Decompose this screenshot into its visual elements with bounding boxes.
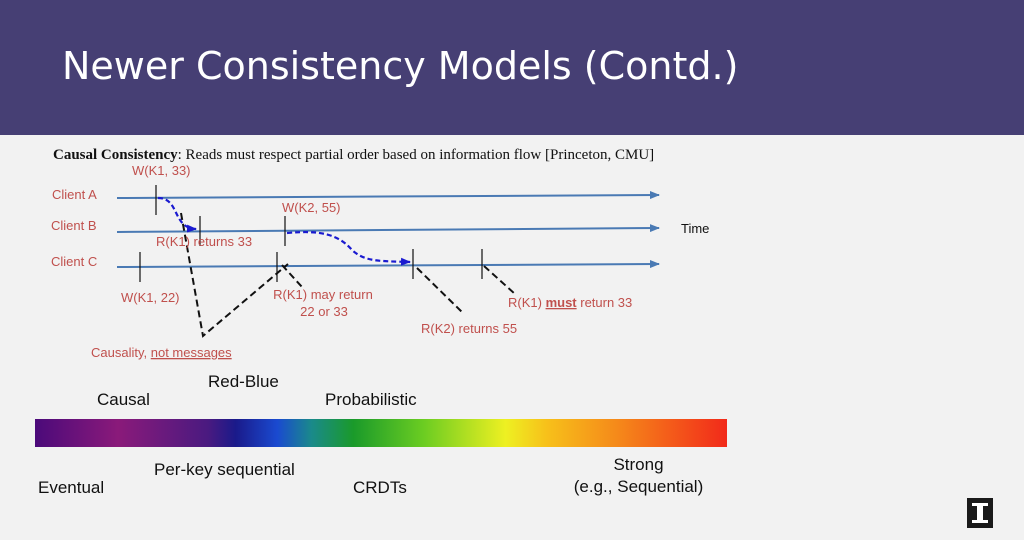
label-w-k1-33: W(K1, 33) [132,163,191,178]
must-bold: must [546,295,578,310]
timeline-client-a [116,191,660,200]
pointer-r-k1-may [281,264,303,288]
label-red-blue: Red-Blue [208,372,279,391]
causality-pointer [180,212,289,338]
pointer-r-k2-55 [416,267,465,315]
label-r-k1-may-return-2: 22 or 33 [300,304,348,319]
label-w-k2-55: W(K2, 55) [282,200,341,215]
description: Causal Consistency: Reads must respect p… [53,146,673,165]
must-post: return 33 [577,295,633,310]
label-crdts: CRDTs [353,478,407,497]
time-label: Time [681,221,709,236]
timeline-client-c [116,260,660,269]
client-c-label: Client C [51,254,97,269]
causal-flow-a-to-b [157,196,197,233]
label-w-k1-22: W(K1, 22) [121,290,180,305]
client-b-label: Client B [51,218,97,233]
title-bar: Newer Consistency Models (Contd.) [0,0,1024,135]
label-r-k1-must-return-33: R(K1) must return 33 [508,295,632,310]
label-probabilistic: Probabilistic [325,390,417,409]
pointer-r-k1-must [483,265,516,295]
causality-link: not messages [151,345,232,360]
label-r-k2-returns-55: R(K2) returns 55 [421,321,517,336]
label-strong-line2: (e.g., Sequential) [573,477,704,496]
label-causal: Causal [97,390,150,409]
label-r-k1-returns-33: R(K1) returns 33 [156,234,252,249]
causality-label: Causality, not messages [91,345,232,360]
must-pre: R(K1) [508,295,546,310]
label-per-key-sequential: Per-key sequential [154,460,295,479]
label-r-k1-may-return-1: R(K1) may return [273,287,373,302]
description-bold: Causal Consistency [53,147,178,163]
description-rest: : Reads must respect partial order based… [177,147,655,163]
client-a-label: Client A [52,187,97,202]
timeline-client-b [116,224,660,233]
label-eventual: Eventual [38,478,105,497]
label-strong-line1: Strong [613,455,664,474]
university-logo-icon [967,498,993,528]
causal-flow-b-to-c [286,230,411,266]
consistency-spectrum-bar [35,419,727,447]
causality-pre: Causality, [91,345,151,360]
slide-title: Newer Consistency Models (Contd.) [62,44,739,88]
label-strong: Strong (e.g., Sequential) [566,454,711,498]
